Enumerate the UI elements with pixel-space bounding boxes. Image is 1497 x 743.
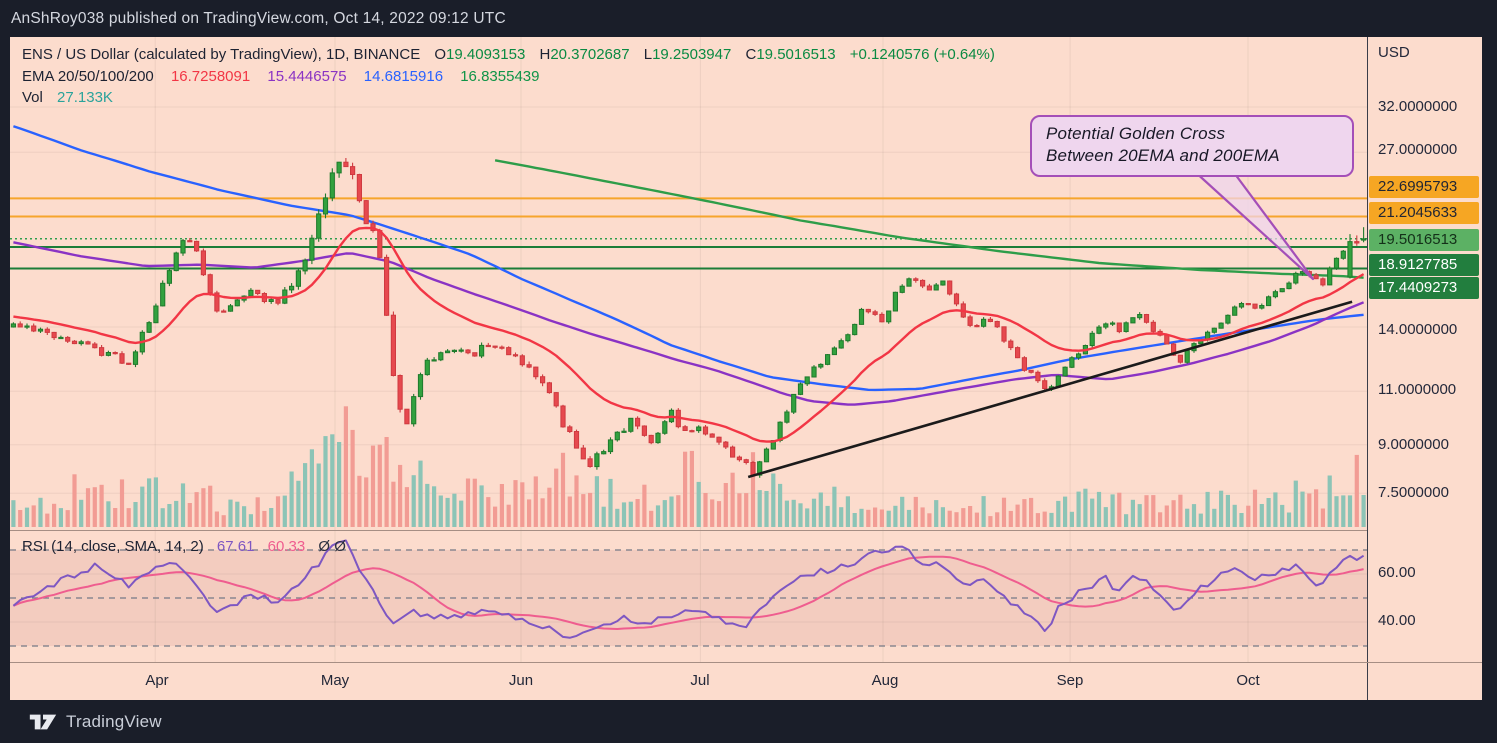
price-pane[interactable]: ENS / US Dollar (calculated by TradingVi… [10,37,1367,530]
annotation-line2: Between 20EMA and 200EMA [1046,146,1280,166]
price-tick-11: 11.0000000 [1378,381,1457,398]
attribution-text: AnShRoy038 published on TradingView.com,… [11,10,506,27]
month-label-may: May [320,672,350,689]
rsi-tick-40: 40.00 [1378,612,1416,629]
price-tick-14: 14.0000000 [1378,321,1458,338]
time-axis[interactable]: Apr May Jun Jul Aug Sep Oct [10,662,1482,701]
axis-corner-divider [1367,663,1368,701]
price-tick-32: 32.0000000 [1378,98,1458,115]
price-chart-canvas[interactable] [10,37,1367,530]
tradingview-brand-link[interactable]: TradingView [29,712,162,732]
price-tick-9: 9.0000000 [1378,436,1449,453]
price-tick-7-5: 7.5000000 [1378,484,1449,501]
month-label-jul: Jul [690,672,710,689]
price-axis-unit: USD [1378,44,1410,61]
month-label-apr: Apr [145,672,169,689]
tradingview-brand-text: TradingView [66,711,162,731]
level-badge-21-20: 21.2045633 [1369,202,1479,224]
rsi-chart-canvas[interactable] [10,531,1367,662]
rsi-pane[interactable]: RSI (14, close, SMA, 14, 2) 67.61 60.33 … [10,530,1367,662]
month-label-oct: Oct [1236,672,1260,689]
month-label-sep: Sep [1056,672,1084,689]
current-price-badge: 19.5016513 [1369,229,1479,251]
level-badge-22-69: 22.6995793 [1369,176,1479,198]
level-badge-18-91: 18.9127785 [1369,254,1479,276]
month-label-aug: Aug [871,672,899,689]
price-tick-27: 27.0000000 [1378,141,1458,158]
rsi-tick-60: 60.00 [1378,564,1416,581]
tradingview-logo-icon [29,714,57,729]
price-axis[interactable]: USD 32.0000000 27.0000000 14.0000000 11.… [1367,37,1482,662]
attribution-bar: AnShRoy038 published on TradingView.com,… [0,0,1497,37]
footer-bar: TradingView [0,700,1497,743]
golden-cross-annotation[interactable]: Potential Golden Cross Between 20EMA and… [1030,115,1354,178]
annotation-line1: Potential Golden Cross [1046,124,1226,143]
level-badge-17-44: 17.4409273 [1369,277,1479,299]
month-label-jun: Jun [508,672,534,689]
